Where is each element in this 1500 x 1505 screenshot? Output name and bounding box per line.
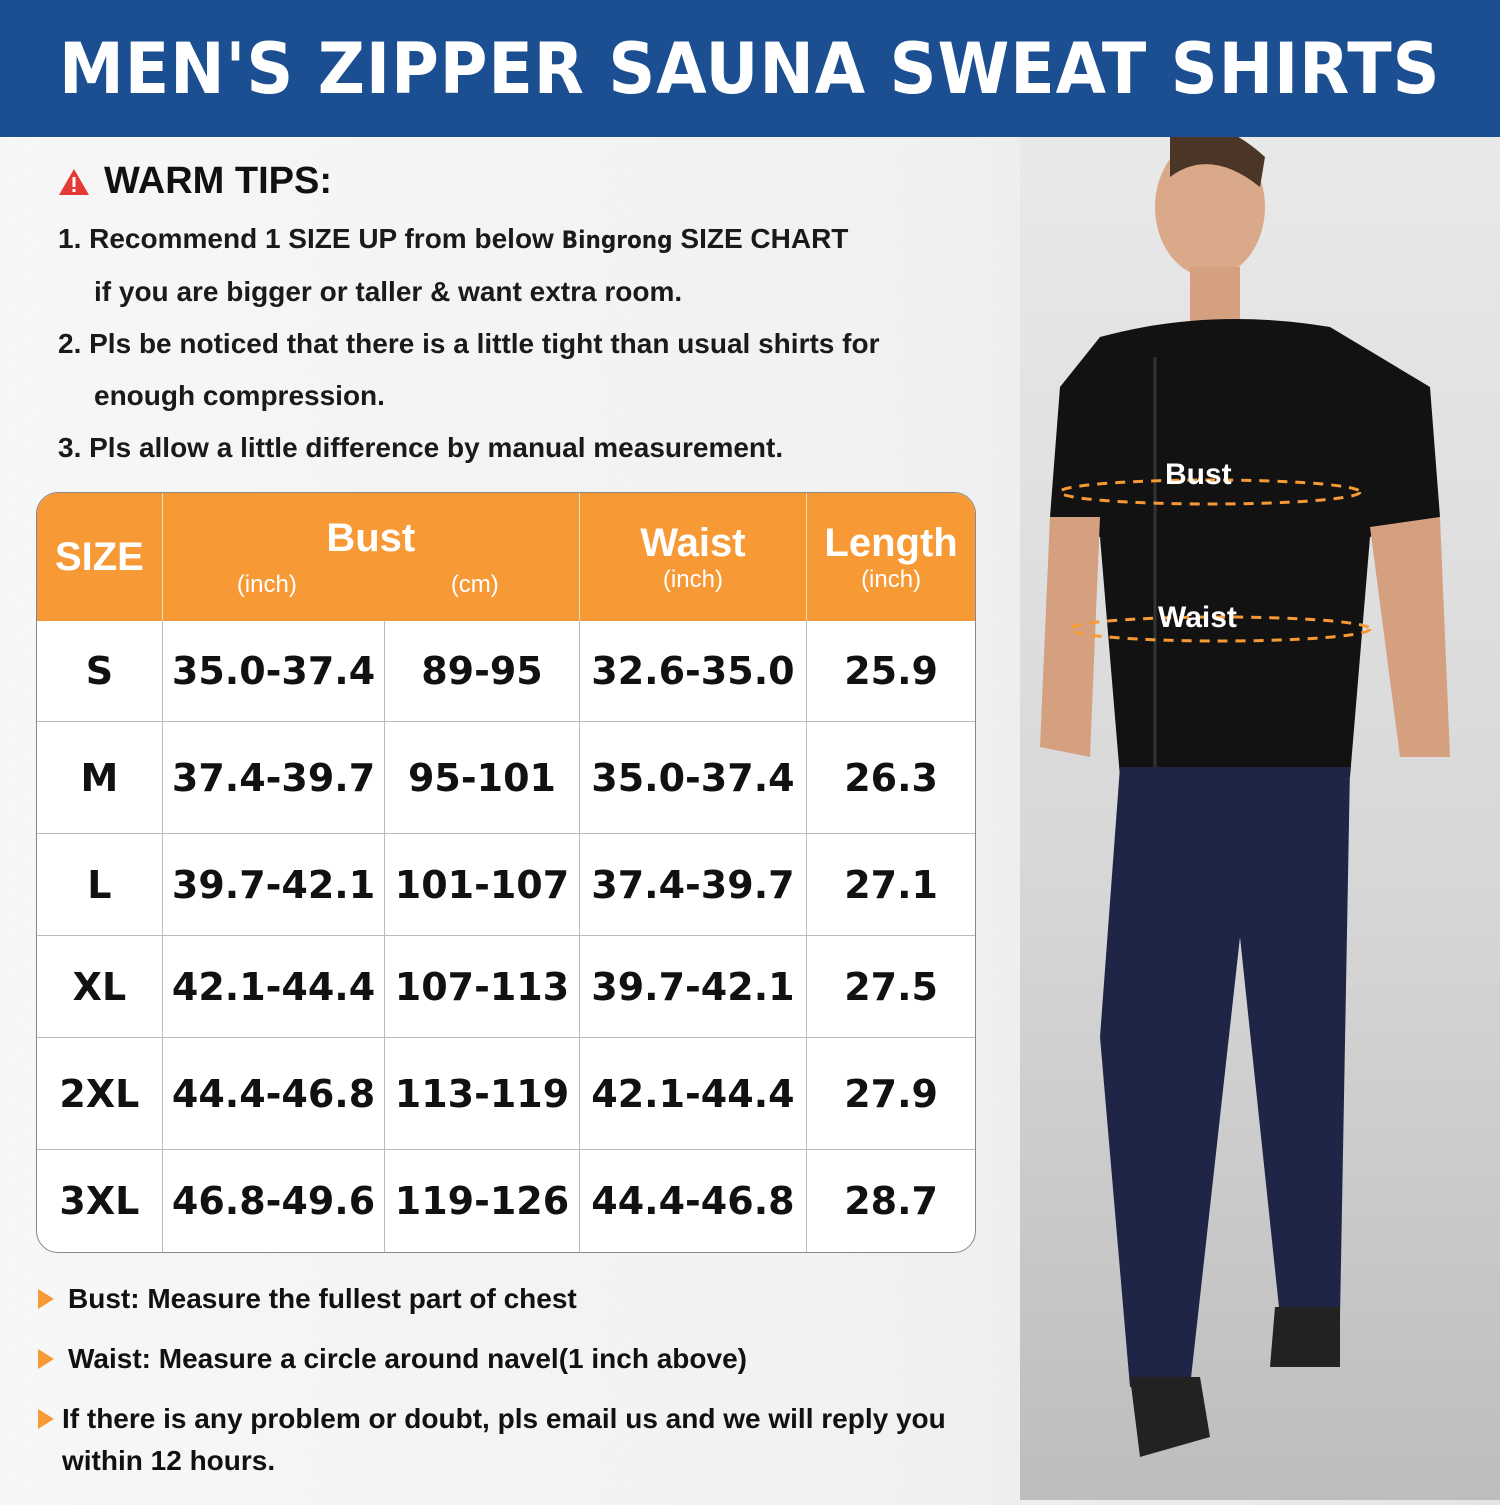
model-figure — [1040, 125, 1450, 1457]
table-cell: 44.4-46.8 — [162, 1037, 386, 1149]
table-cell: 27.5 — [807, 935, 975, 1037]
table-cell: 95-101 — [385, 721, 580, 833]
size-chart-table: SIZE Bust (inch) (cm) Waist (inch) Length (i… — [36, 492, 976, 1253]
measurement-notes: Bust: Measure the fullest part of chest … — [38, 1278, 958, 1500]
table-cell: 32.6-35.0 — [580, 621, 808, 721]
tip-1: 1. Recommend 1 SIZE UP from below Bingro… — [58, 223, 849, 307]
warning-icon — [59, 168, 89, 195]
table-row: L 39.7-42.1 101-107 37.4-39.7 27.1 — [37, 833, 975, 935]
header-size: SIZE — [37, 493, 163, 621]
note-contact: If there is any problem or doubt, pls em… — [38, 1398, 958, 1482]
note-bust: Bust: Measure the fullest part of chest — [38, 1278, 958, 1320]
model-photo — [1020, 125, 1500, 1500]
arrow-icon — [38, 1349, 54, 1369]
title-banner: MEN'S ZIPPER SAUNA SWEAT SHIRTS — [0, 0, 1500, 137]
table-cell: 119-126 — [385, 1149, 580, 1252]
table-row: 2XL 44.4-46.8 113-119 42.1-44.4 27.9 — [37, 1037, 975, 1149]
table-cell: 101-107 — [385, 833, 580, 935]
table-cell: 37.4-39.7 — [579, 833, 808, 935]
table-cell: 25.9 — [844, 649, 938, 693]
table-cell: 113-119 — [385, 1037, 580, 1149]
table-cell: 46.8-49.6 — [162, 1149, 386, 1252]
table-row: S 35.0-37.4 89-95 32.6-35.0 25.9 — [37, 621, 975, 721]
table-cell: 27.9 — [807, 1037, 975, 1149]
table-row: 3XL 46.8-49.6 119-126 44.4-46.8 28.7 — [37, 1149, 975, 1252]
table-cell: 2XL — [37, 1037, 163, 1149]
header-waist: Waist (inch) — [579, 493, 808, 621]
table-cell: 35.0-37.4 — [579, 721, 808, 833]
table-cell: 28.7 — [807, 1149, 975, 1252]
table-cell: 44.4-46.8 — [579, 1149, 808, 1252]
arrow-icon — [38, 1409, 54, 1429]
table-cell: 3XL — [37, 1149, 163, 1252]
header-bust: Bust (inch) (cm) — [162, 493, 580, 621]
table-cell: 107-113 — [385, 935, 580, 1037]
warm-tips: WARM TIPS: 1. Recommend 1 SIZE UP from b… — [58, 160, 998, 474]
table-cell: 42.1-44.4 — [579, 1037, 808, 1149]
table-cell: 39.7-42.1 — [579, 935, 808, 1037]
arrow-icon — [38, 1289, 54, 1309]
table-cell: XL — [37, 935, 163, 1037]
tips-title: WARM TIPS: — [104, 160, 332, 202]
table-cell: M — [37, 721, 163, 833]
table-cell: 35.0-37.4 — [163, 621, 386, 721]
table-row: M 37.4-39.7 95-101 35.0-37.4 26.3 — [37, 721, 975, 833]
note-waist: Waist: Measure a circle around navel(1 i… — [38, 1338, 958, 1380]
bust-label: Bust — [1165, 458, 1232, 491]
tip-3: 3. Pls allow a little difference by manu… — [58, 432, 784, 463]
table-cell: 39.7-42.1 — [162, 833, 386, 935]
header-length: Length (inch) — [807, 493, 975, 621]
waist-label: Waist — [1158, 601, 1237, 634]
table-cell: 26.3 — [807, 721, 975, 833]
brand-name: Bingrong — [561, 226, 673, 254]
table-row: XL 42.1-44.4 107-113 39.7-42.1 27.5 — [37, 935, 975, 1037]
table-header: SIZE Bust (inch) (cm) Waist (inch) Length (i… — [37, 493, 975, 621]
tip-2: 2. Pls be noticed that there is a little… — [58, 328, 880, 411]
table-cell: 37.4-39.7 — [162, 721, 386, 833]
table-cell: 89-95 — [385, 621, 580, 721]
table-cell: 42.1-44.4 — [162, 935, 386, 1037]
table-cell: L — [37, 833, 163, 935]
table-cell: 27.1 — [807, 833, 975, 935]
page-title: MEN'S ZIPPER SAUNA SWEAT SHIRTS — [59, 27, 1441, 110]
table-cell: S — [37, 621, 163, 721]
